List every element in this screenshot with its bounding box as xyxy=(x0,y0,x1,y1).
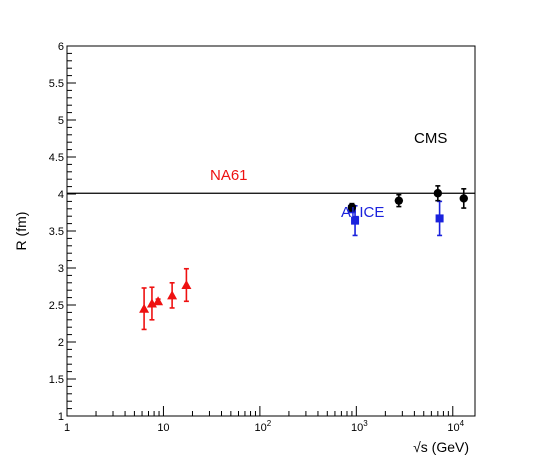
x-tick-label: 103 xyxy=(351,419,368,434)
series-label-na61: NA61 xyxy=(210,167,248,184)
x-tick-label: 104 xyxy=(447,419,464,434)
series-label-cms: CMS xyxy=(414,130,447,147)
y-tick-label: 4.5 xyxy=(49,152,64,164)
x-tick-label: 10 xyxy=(157,422,169,434)
data-point-cms xyxy=(347,203,357,212)
x-tick-label-base: 1 xyxy=(64,422,70,434)
y-tick-label: 5.5 xyxy=(49,78,64,90)
data-point-alice xyxy=(351,216,360,225)
x-axis-title: √s (GeV) xyxy=(413,439,469,455)
x-axis-title-unit: (GeV) xyxy=(428,439,469,455)
data-point-na61 xyxy=(153,296,164,306)
y-tick-label: 4 xyxy=(58,189,64,201)
x-tick-label-base: 10 xyxy=(255,422,267,434)
x-axis-title-root: √s xyxy=(413,439,428,455)
x-tick-label-exponent: 2 xyxy=(267,419,272,428)
x-tick-label-base: 10 xyxy=(351,422,363,434)
y-tick-label: 3 xyxy=(58,263,64,275)
y-tick-label: 1.5 xyxy=(49,374,64,386)
x-tick-label: 102 xyxy=(255,419,272,434)
x-tick-label-exponent: 3 xyxy=(363,419,368,428)
y-tick-label: 5 xyxy=(58,115,64,127)
y-tick-label: 1 xyxy=(58,411,64,423)
x-tick-label-base: 10 xyxy=(447,422,459,434)
y-axis-title: R (fm) xyxy=(13,212,29,251)
y-tick-label: 2.5 xyxy=(49,300,64,312)
x-tick-label: 1 xyxy=(64,422,70,434)
data-point-alice xyxy=(435,214,444,223)
data-point-na61 xyxy=(181,280,192,290)
data-point-na61 xyxy=(139,303,150,313)
y-tick-label: 6 xyxy=(58,41,64,53)
data-point-cms xyxy=(433,189,443,198)
y-tick-label: 3.5 xyxy=(49,226,64,238)
x-tick-label-exponent: 4 xyxy=(460,419,465,428)
y-tick-label: 2 xyxy=(58,337,64,349)
x-tick-label-base: 10 xyxy=(157,422,169,434)
data-point-na61 xyxy=(167,290,178,300)
data-point-cms xyxy=(394,196,404,205)
series-label-alice: ALICE xyxy=(341,204,384,221)
data-point-cms xyxy=(459,194,468,203)
